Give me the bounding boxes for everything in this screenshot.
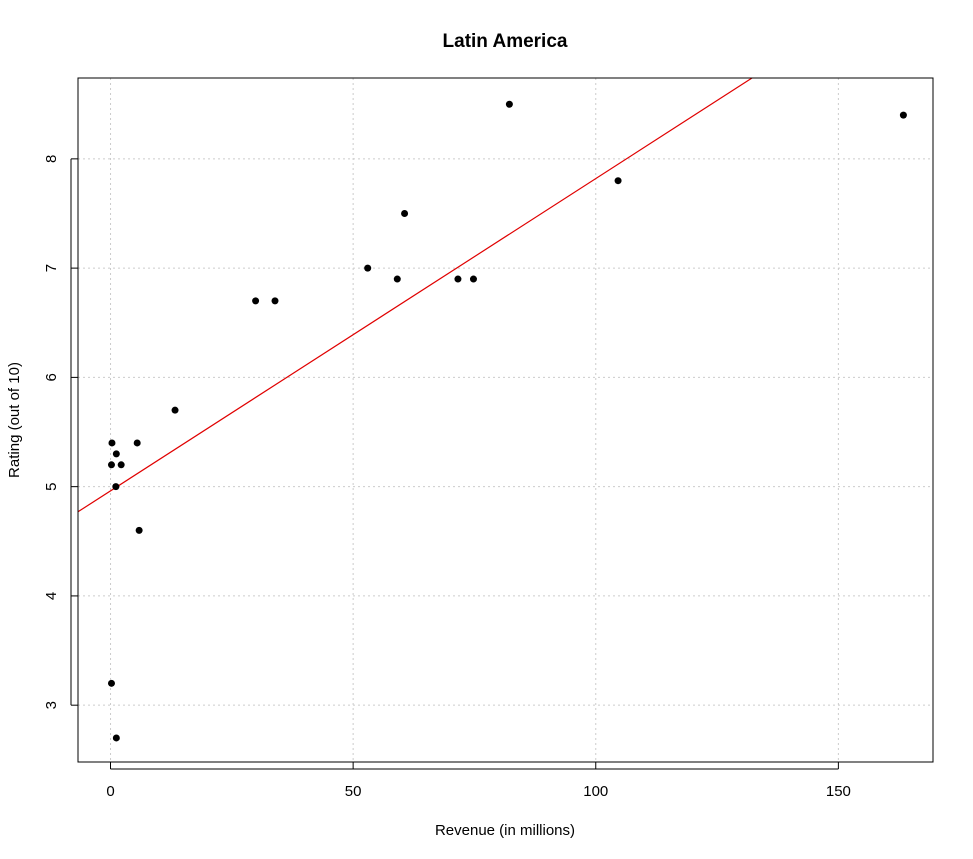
- data-point: [133, 439, 141, 447]
- x-tick-label: 150: [826, 783, 851, 800]
- y-tick-label: 6: [43, 373, 60, 381]
- x-axis: 0 50 100 150: [106, 762, 851, 800]
- data-point: [393, 275, 401, 283]
- x-tick-label: 100: [583, 783, 608, 800]
- y-tick-label: 5: [43, 482, 60, 490]
- y-tick-label: 3: [43, 701, 60, 709]
- trendline: [77, 77, 753, 513]
- data-point: [454, 275, 462, 283]
- data-points: [107, 100, 907, 742]
- y-axis: 3 4 5 6 7 8: [43, 155, 78, 709]
- data-point: [614, 177, 622, 185]
- data-point: [401, 209, 409, 217]
- data-point: [108, 439, 116, 447]
- y-axis-label: Rating (out of 10): [6, 362, 23, 478]
- y-tick-label: 7: [43, 264, 60, 272]
- data-point: [899, 111, 907, 119]
- data-point: [271, 297, 279, 305]
- y-tick-label: 4: [43, 592, 60, 600]
- trendline-group: [77, 77, 753, 513]
- grid-lines: [78, 78, 933, 762]
- data-point: [469, 275, 477, 283]
- y-tick-label: 8: [43, 155, 60, 163]
- data-point: [112, 450, 120, 458]
- data-point: [171, 406, 179, 414]
- data-point: [364, 264, 372, 272]
- plot-frame: [77, 77, 934, 763]
- chart-title: Latin America: [443, 31, 568, 52]
- data-point: [107, 461, 115, 469]
- x-axis-label: Revenue (in millions): [435, 822, 575, 839]
- x-tick-label: 50: [345, 783, 362, 800]
- data-point: [505, 100, 513, 108]
- data-point: [252, 297, 260, 305]
- data-point: [112, 483, 120, 491]
- data-point: [112, 734, 120, 742]
- data-point: [107, 679, 115, 687]
- x-tick-label: 0: [106, 783, 114, 800]
- data-point: [135, 526, 143, 534]
- data-point: [117, 461, 125, 469]
